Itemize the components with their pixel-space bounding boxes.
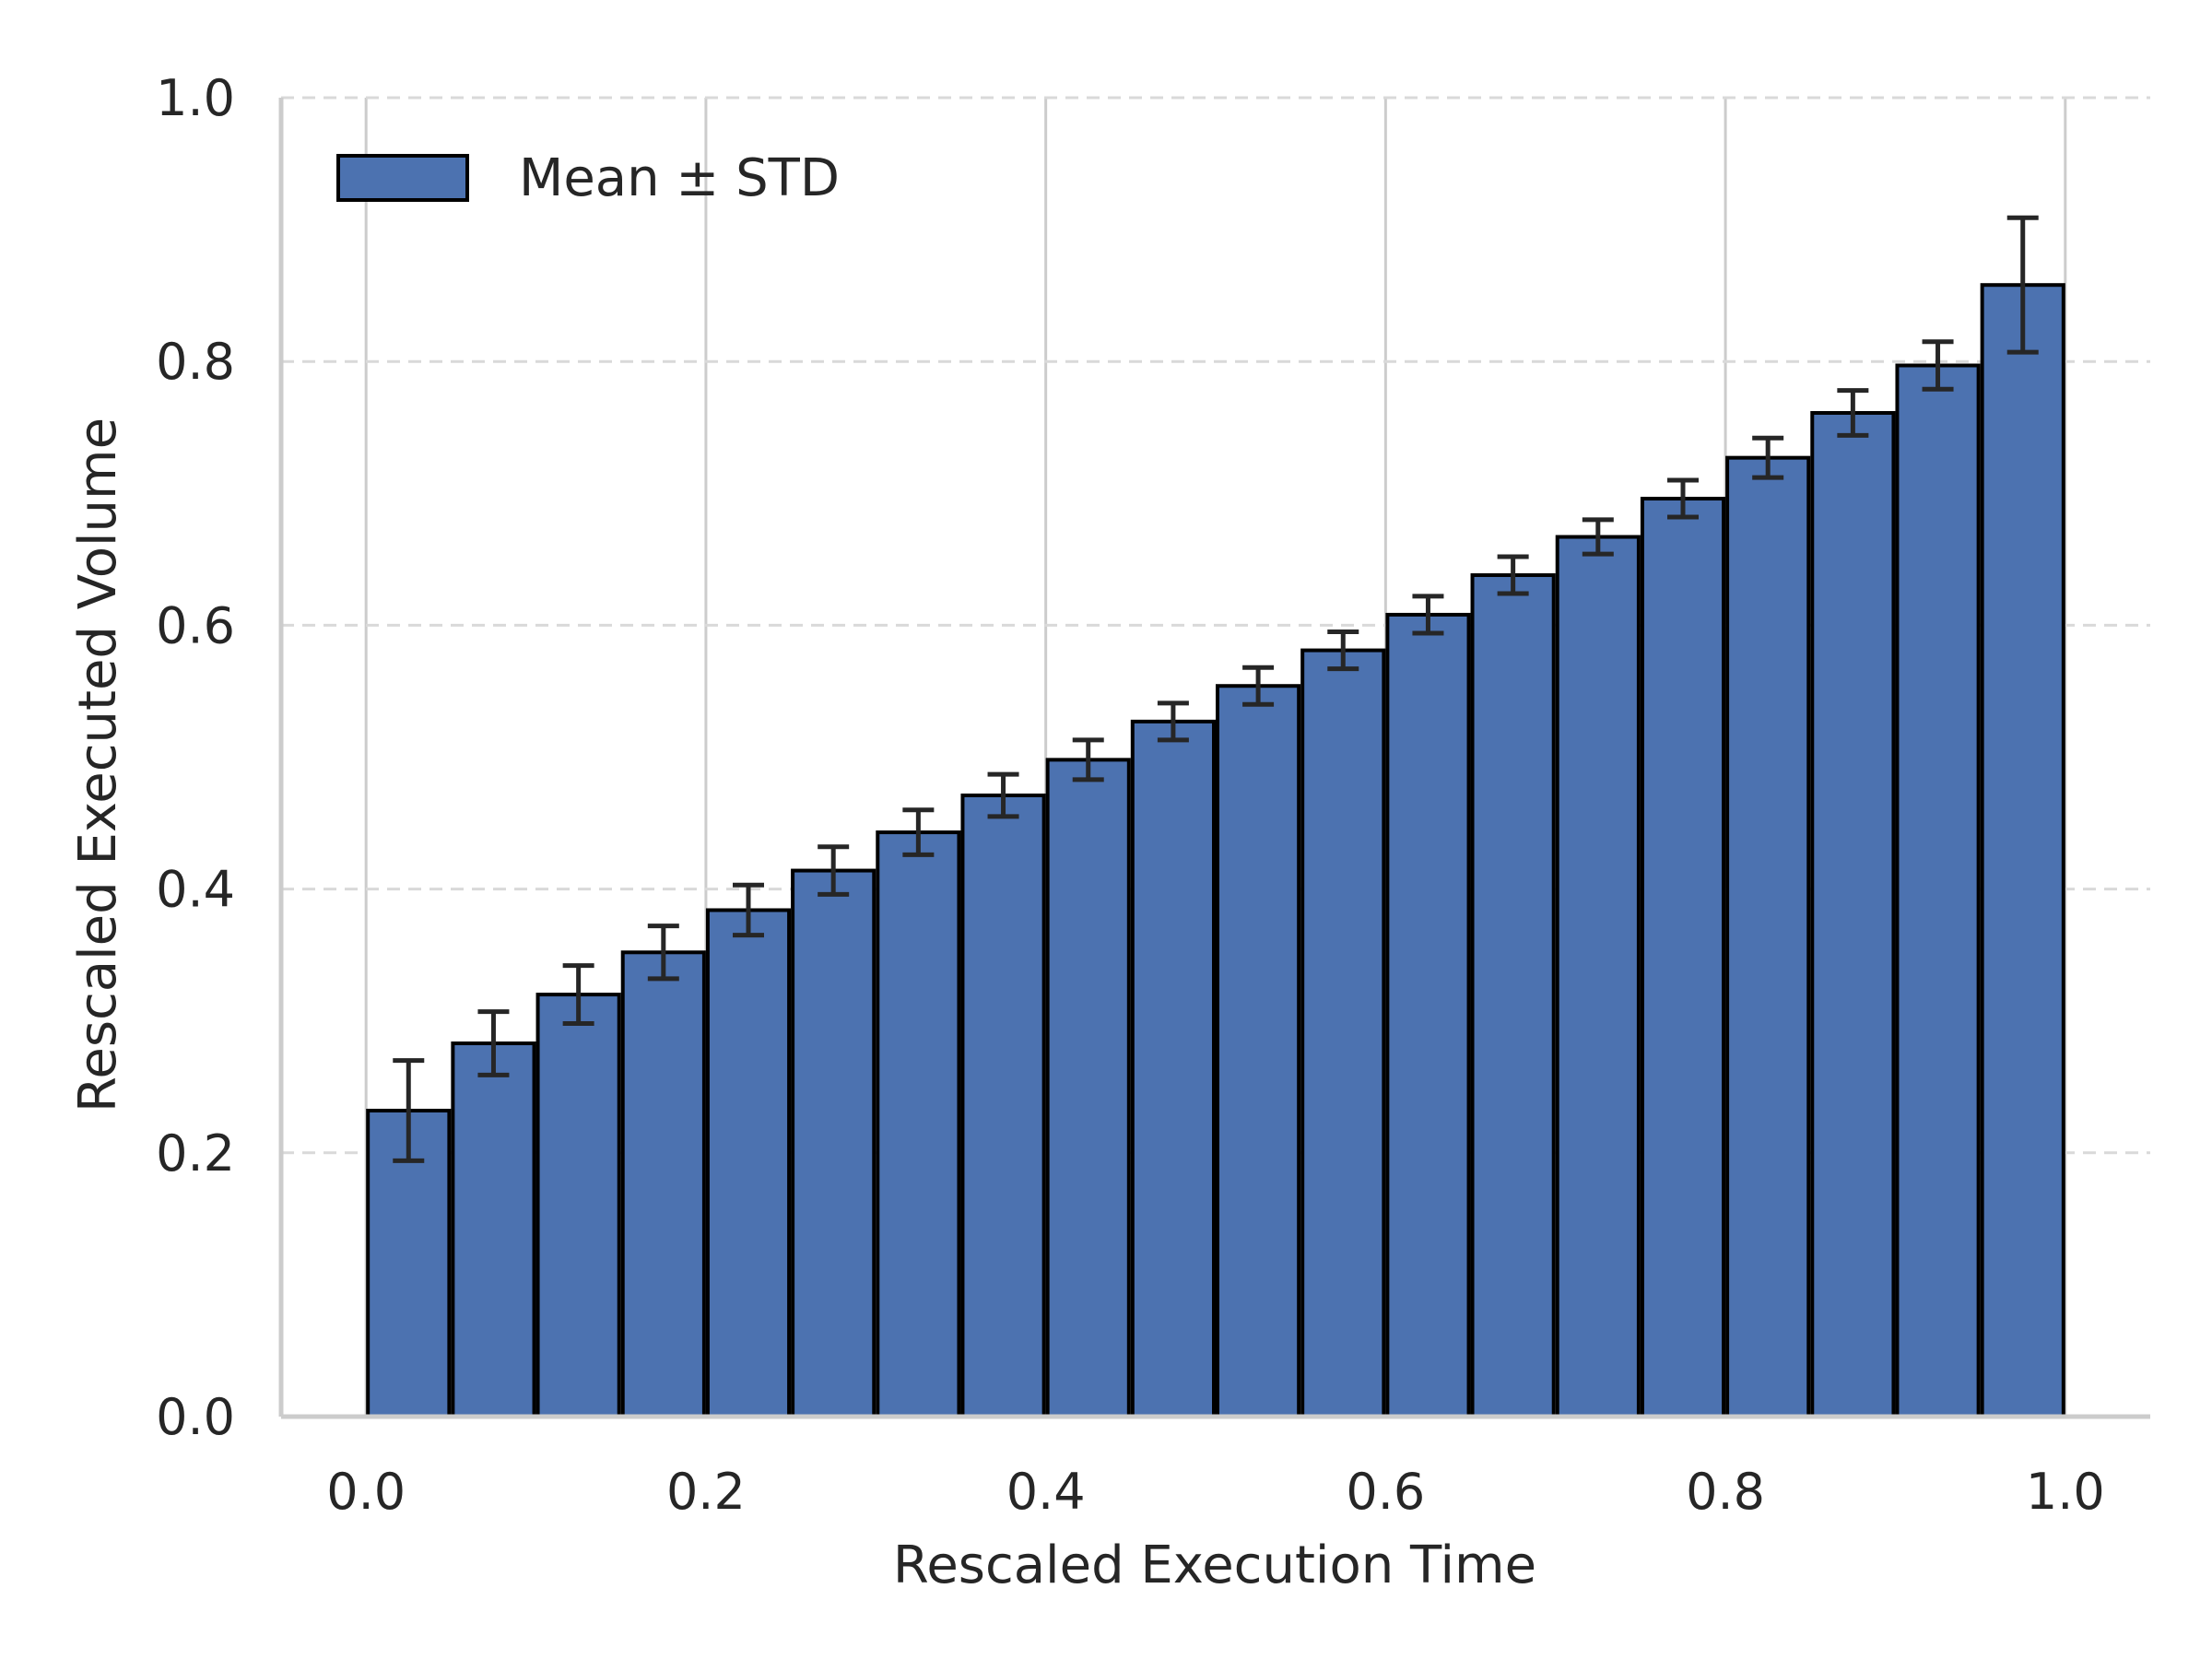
y-tick-label: 0.2 [156,1124,235,1182]
y-tick-label: 0.4 [156,861,235,919]
bar [705,908,792,1418]
error-bar [562,963,594,1027]
error-bar [1412,594,1444,636]
bar [451,1041,536,1418]
legend: Mean ± STD [336,148,840,208]
bar [1895,363,1981,1418]
y-axis-label: Rescaled Executed Volume [68,418,128,1112]
x-axis-label: Rescaled Execution Time [893,1535,1536,1595]
y-tick-label: 0.6 [156,596,235,654]
bar [1385,612,1471,1418]
error-bar [1667,477,1699,520]
bar [1130,719,1217,1418]
error-bar [1497,554,1529,596]
error-bar [733,882,764,938]
error-bars [393,215,2039,1163]
error-bar [1072,737,1104,782]
x-tick-label: 0.2 [666,1463,746,1521]
x-tick-label: 0.6 [1346,1463,1425,1521]
error-bar [1157,700,1189,743]
x-tick-label: 0.4 [1006,1463,1086,1521]
error-bar [902,807,935,857]
bar [1470,573,1556,1418]
error-bar [1242,665,1275,707]
bar [620,950,706,1418]
y-tick-label: 0.8 [156,333,235,391]
bar [535,993,621,1418]
bar [1216,684,1301,1418]
y-tick-label: 1.0 [156,69,235,127]
bar [1300,648,1386,1418]
legend-label: Mean ± STD [519,148,840,208]
x-axis-ticks: 0.0 0.2 0.4 0.6 0.8 1.0 [326,1463,2105,1521]
error-bar [1582,517,1614,557]
error-bar [987,771,1019,819]
y-axis-ticks: 0.0 0.2 0.4 0.6 0.8 1.0 [156,69,235,1446]
error-bar [818,844,850,897]
bar [1725,455,1811,1419]
bars [366,283,2065,1419]
error-bar [1837,388,1869,438]
error-bar [2006,215,2039,355]
legend-swatch [336,154,469,202]
error-bar [1922,339,1954,392]
error-bar [647,924,679,982]
bar [791,868,877,1418]
bar [1045,758,1131,1418]
bar [1555,535,1641,1418]
bar [876,830,961,1418]
y-tick-label: 0.0 [156,1388,235,1446]
error-bar [1752,435,1784,480]
bar [1980,283,2065,1418]
error-bar [477,1009,510,1077]
bar [1810,411,1896,1418]
error-bar [393,1058,425,1163]
bar [960,793,1046,1418]
x-tick-label: 0.8 [1686,1463,1765,1521]
x-tick-label: 0.0 [326,1463,406,1521]
error-bar [1327,629,1359,672]
x-tick-label: 1.0 [2026,1463,2105,1521]
bar [1640,497,1726,1418]
axis-spines [278,98,2150,1419]
